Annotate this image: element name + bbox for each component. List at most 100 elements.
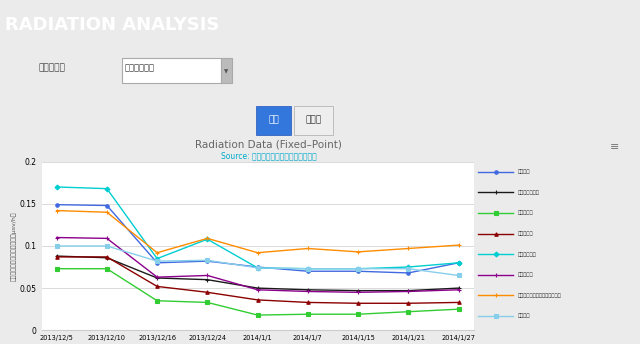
会津組合運動公園わんぱく市場 — [354, 250, 362, 254]
一箇塩屋 — [253, 265, 261, 269]
河東町公园 — [404, 310, 412, 314]
Line: 河東町日吹公園: 河東町日吹公園 — [55, 254, 460, 292]
河東市内 — [304, 267, 312, 271]
Line: 河東町小学校: 河東町小学校 — [55, 185, 460, 270]
会津組合運動公園わんぱく市場 — [404, 246, 412, 250]
Text: Radiation Data (Fixed–Point): Radiation Data (Fixed–Point) — [195, 140, 342, 150]
一箇塩屋 — [103, 203, 111, 207]
Text: 会津若松市: 会津若松市 — [518, 272, 533, 277]
河東市内 — [404, 267, 412, 271]
会津若松市 — [354, 290, 362, 294]
会津若松市 — [253, 288, 261, 292]
河東町小学校 — [204, 237, 211, 241]
河東町公园 — [454, 307, 462, 311]
Line: 一箇塩屋: 一箇塩屋 — [55, 203, 460, 275]
河東町日吹公園 — [253, 286, 261, 290]
一箇塩屋 — [354, 269, 362, 273]
Text: 会津組合運動公園わんぱく市場: 会津組合運動公園わんぱく市場 — [518, 293, 561, 298]
Text: クリア: クリア — [305, 115, 322, 124]
河東町日吹公園 — [53, 254, 61, 258]
河東町公园 — [253, 313, 261, 317]
会津組合運動公園わんぱく市場 — [53, 208, 61, 213]
会津若松市 — [304, 289, 312, 293]
河東町公园 — [204, 300, 211, 304]
一箇塩屋 — [53, 203, 61, 207]
河東市内 — [354, 267, 362, 271]
Text: 折れ線グラフ: 折れ線グラフ — [125, 63, 155, 73]
一箇塩屋 — [404, 271, 412, 275]
Line: 会津組合運動公園わんぱく市場: 会津組合運動公園わんぱく市場 — [55, 209, 460, 255]
Text: Source: 放射線測定に関する会津若松市: Source: 放射線測定に関する会津若松市 — [221, 151, 317, 160]
河東町八噛 — [304, 300, 312, 304]
河東市内 — [53, 244, 61, 248]
会津組合運動公園わんぱく市場 — [304, 246, 312, 250]
河東町八噛 — [253, 298, 261, 302]
Text: 河東町小学校: 河東町小学校 — [518, 252, 536, 257]
河東町公园 — [53, 267, 61, 271]
Line: 会津若松市: 会津若松市 — [55, 236, 460, 294]
Text: ▼: ▼ — [225, 69, 228, 74]
一箇塩屋 — [454, 261, 462, 265]
一箇塩屋 — [154, 261, 161, 265]
Text: 河東市内: 河東市内 — [518, 313, 530, 319]
河東市内 — [103, 244, 111, 248]
河東町八噛 — [154, 284, 161, 289]
会津若松市 — [404, 289, 412, 293]
FancyBboxPatch shape — [294, 106, 333, 135]
河東市内 — [454, 273, 462, 278]
Text: RADIATION ANALYSIS: RADIATION ANALYSIS — [5, 15, 220, 34]
Line: 河東市内: 河東市内 — [55, 244, 460, 277]
河東町日吹公園 — [454, 286, 462, 290]
一箇塩屋 — [304, 269, 312, 273]
会津若松市 — [53, 235, 61, 239]
河東町小学校 — [304, 267, 312, 271]
河東町公园 — [154, 299, 161, 303]
河東町日吹公園 — [404, 289, 412, 293]
Line: 河東町公园: 河東町公园 — [55, 267, 460, 317]
河東町八噛 — [454, 300, 462, 304]
河東町公园 — [354, 312, 362, 316]
一箇塩屋 — [204, 259, 211, 263]
河東町八噛 — [404, 301, 412, 305]
河東町小学校 — [454, 261, 462, 265]
FancyBboxPatch shape — [256, 106, 291, 135]
会津若松市 — [154, 275, 161, 279]
Text: 河東町日吹公園: 河東町日吹公園 — [518, 190, 540, 195]
河東町日吹公園 — [154, 276, 161, 280]
Text: 河東町公园: 河東町公园 — [518, 211, 533, 215]
会津若松市 — [103, 236, 111, 240]
河東町小学校 — [253, 266, 261, 270]
会津組合運動公園わんぱく市場 — [454, 243, 462, 247]
河東町八噛 — [103, 255, 111, 259]
会津組合運動公園わんぱく市場 — [204, 236, 211, 240]
会津組合運動公園わんぱく市場 — [103, 210, 111, 214]
河東町小学校 — [103, 186, 111, 191]
河東町公园 — [304, 312, 312, 316]
Text: グラフ形式: グラフ形式 — [38, 63, 65, 73]
河東町八噛 — [204, 290, 211, 294]
河東町小学校 — [404, 265, 412, 269]
河東町八噛 — [53, 255, 61, 259]
河東市内 — [253, 266, 261, 270]
FancyBboxPatch shape — [122, 57, 221, 84]
会津若松市 — [204, 273, 211, 278]
会津若松市 — [454, 288, 462, 292]
河東市内 — [154, 259, 161, 263]
河東町日吹公園 — [204, 278, 211, 282]
Y-axis label: マイクロシーベルト毎時間（μsv/h）: マイクロシーベルト毎時間（μsv/h） — [12, 211, 17, 281]
FancyBboxPatch shape — [221, 57, 232, 84]
河東町日吹公園 — [103, 256, 111, 260]
Line: 河東町八噛: 河東町八噛 — [55, 255, 460, 305]
会津組合運動公園わんぱく市場 — [154, 251, 161, 255]
河東町八噛 — [354, 301, 362, 305]
会津組合運動公園わんぱく市場 — [253, 251, 261, 255]
河東町小学校 — [53, 185, 61, 189]
Text: 河東町八噛: 河東町八噛 — [518, 231, 533, 236]
Text: 検索: 検索 — [268, 115, 279, 124]
河東町日吹公園 — [304, 288, 312, 292]
河東町小学校 — [354, 267, 362, 271]
河東町日吹公園 — [354, 289, 362, 293]
河東町小学校 — [154, 257, 161, 261]
河東町公园 — [103, 267, 111, 271]
Text: 一箇塩屋: 一箇塩屋 — [518, 169, 530, 174]
